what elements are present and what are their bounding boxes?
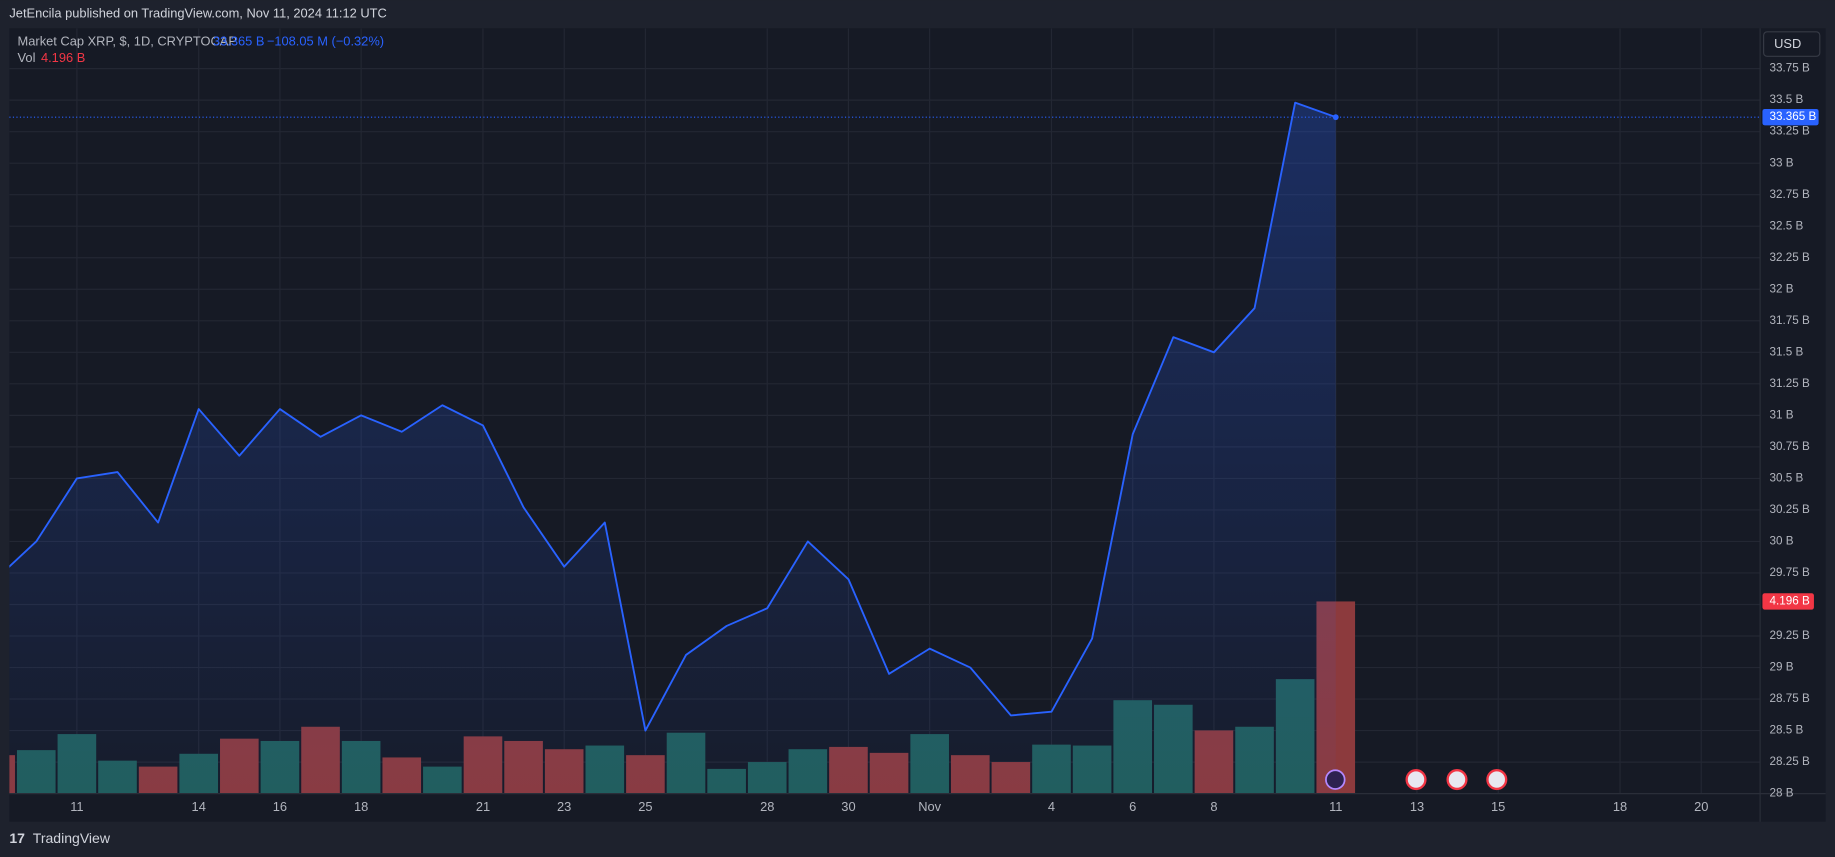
event-icon[interactable] [1325, 769, 1346, 790]
currency-button[interactable] [1763, 31, 1821, 57]
last-point [1332, 114, 1339, 121]
y-tick-label: 29 B [1769, 661, 1793, 674]
logo-mark: 17 [9, 830, 25, 846]
event-icons [1325, 769, 1508, 791]
x-tick-label: 11 [70, 799, 83, 814]
y-tick-label: 33.75 B [1769, 62, 1809, 75]
y-tick-label: 32 B [1769, 282, 1793, 295]
x-tick-label: 16 [273, 799, 287, 814]
x-tick-label: 23 [557, 799, 571, 814]
last-price-tag [1762, 108, 1819, 126]
y-tick-label: 29.25 B [1769, 629, 1809, 642]
price-line [9, 101, 1337, 732]
currency[interactable]: USD [1774, 36, 1801, 51]
y-tick-label: 32.75 B [1769, 188, 1809, 201]
y-tick-label: 30.25 B [1769, 503, 1809, 516]
legend-value: 33.365 B [213, 34, 264, 49]
event-icon[interactable] [1405, 769, 1427, 791]
y-tick-label: 28.25 B [1769, 755, 1809, 768]
x-tick-label: 21 [476, 799, 490, 814]
x-tick-label: 20 [1694, 799, 1708, 814]
y-tick-label: 32.25 B [1769, 251, 1809, 264]
x-tick-label: 14 [192, 799, 206, 814]
x-tick-label: 8 [1210, 799, 1217, 814]
last-price-label: 33.365 B [1769, 110, 1816, 123]
x-axis: 11 14 16 18 21 23 25 28 30 Nov 4 6 8 11 13 15 18 20 [70, 799, 1708, 814]
y-tick-label: 28 B [1769, 787, 1793, 800]
y-tick-label: 31.75 B [1769, 314, 1809, 327]
x-tick-label: 18 [1613, 799, 1627, 814]
price [9, 101, 1339, 794]
x-tick-label: 11 [1329, 799, 1342, 814]
volume-value: 4.196 B [41, 50, 85, 65]
x-tick-label: 30 [841, 799, 855, 814]
x-tick-label: 4 [1048, 799, 1055, 814]
event-icon[interactable] [1446, 769, 1468, 791]
publisher: JetEncila published on TradingView.com, … [9, 6, 386, 21]
legend-change: −108.05 M (−0.32%) [267, 34, 384, 49]
y-tick-label: 31.25 B [1769, 377, 1809, 390]
brand: TradingView [33, 830, 111, 846]
volume-title: Vol [18, 50, 36, 65]
y-tick-label: 31 B [1769, 408, 1793, 421]
x-tick-label: 6 [1129, 799, 1136, 814]
y-tick-label: 33.25 B [1769, 125, 1809, 138]
y-tick-label: 28.5 B [1769, 724, 1803, 737]
x-tick-label: 15 [1491, 799, 1505, 814]
volume-tag-label: 4.196 B [1769, 595, 1809, 608]
volume-tag [1762, 593, 1814, 610]
x-tick-label: 18 [354, 799, 368, 814]
legend-title: Market Cap XRP, $, 1D, CRYPTOCAP [18, 34, 237, 49]
x-tick-label: 28 [760, 799, 774, 814]
y-tick-label: 30 B [1769, 535, 1793, 548]
y-tick-label: 29.75 B [1769, 566, 1809, 579]
y-tick-label: 33 B [1769, 156, 1793, 169]
y-tick-label: 30.5 B [1769, 471, 1803, 484]
y-tick-label: 30.75 B [1769, 440, 1809, 453]
y-tick-label: 33.5 B [1769, 93, 1803, 106]
x-tick-label: 13 [1410, 799, 1424, 814]
area [9, 102, 1336, 794]
y-tick-label: 32.5 B [1769, 219, 1803, 232]
x-tick-label: Nov [918, 799, 941, 814]
x-tick-label: 25 [638, 799, 652, 814]
event-icon[interactable] [1486, 769, 1508, 791]
y-tick-label: 31.5 B [1769, 345, 1803, 358]
y-tick-label: 28.75 B [1769, 692, 1809, 705]
